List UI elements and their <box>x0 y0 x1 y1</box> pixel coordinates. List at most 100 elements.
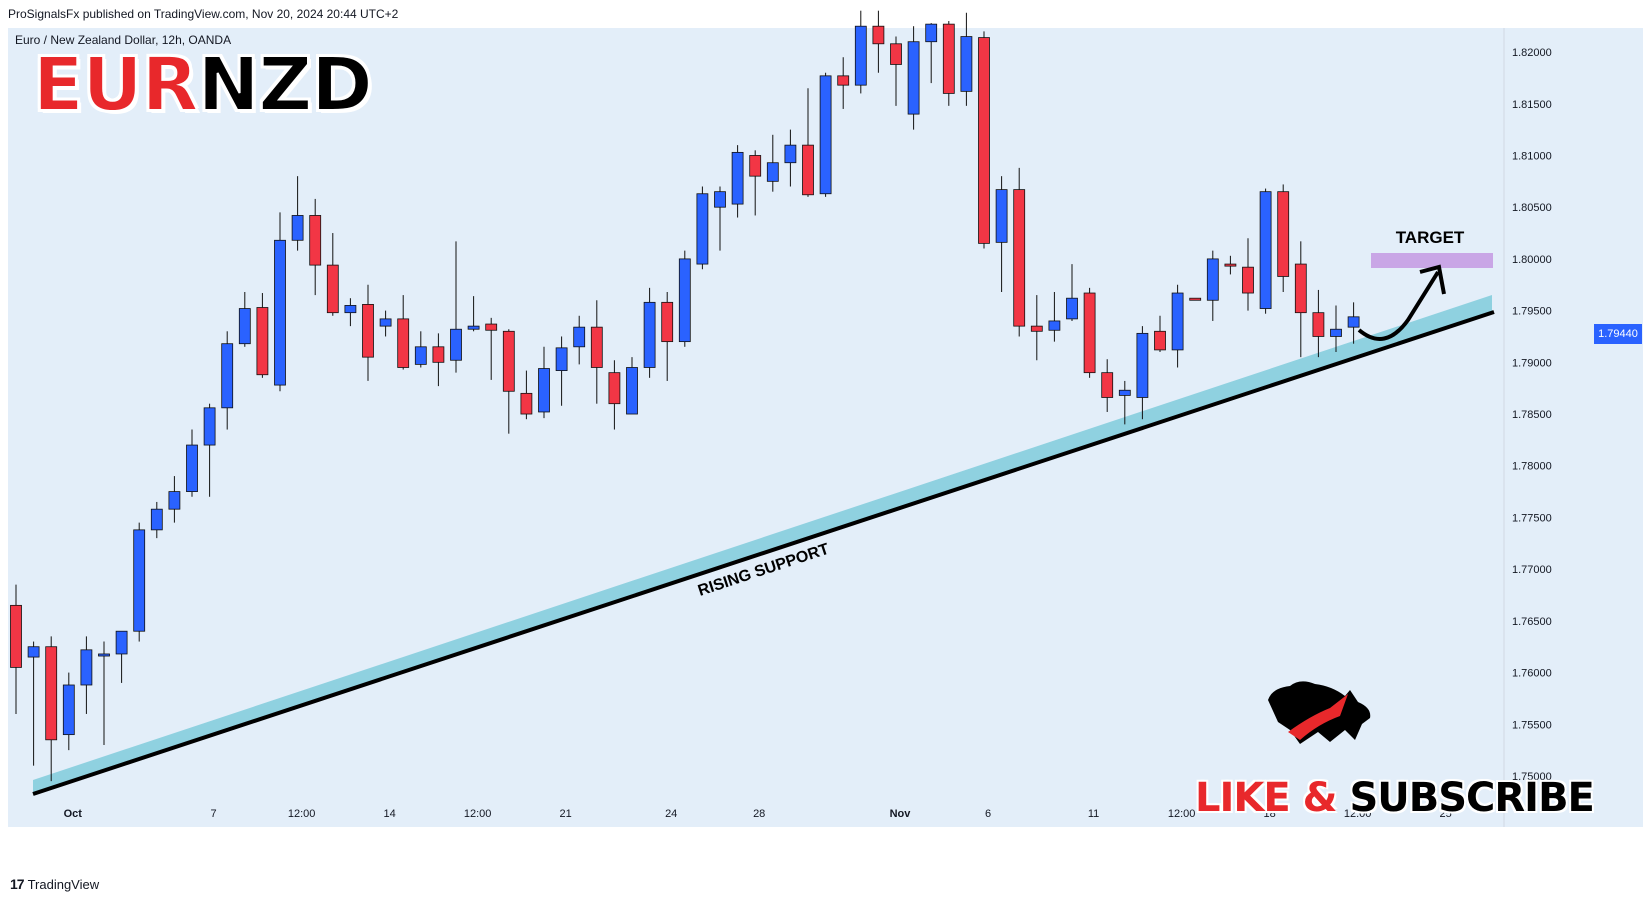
candle-body <box>1171 292 1184 351</box>
candle-body <box>714 191 726 208</box>
candle-body <box>344 305 357 314</box>
symbol-description: Euro / New Zealand Dollar, 12h, OANDA <box>15 33 232 47</box>
candle-58 <box>1030 295 1043 361</box>
candle-72 <box>1277 184 1290 292</box>
candle-body <box>1277 191 1290 277</box>
x-tick-label: 11 <box>1088 808 1099 820</box>
x-tick-label: 24 <box>665 808 677 820</box>
candle-body <box>1330 328 1342 337</box>
candle-10 <box>186 429 198 497</box>
candle-18 <box>326 233 339 316</box>
candle-53 <box>942 21 955 106</box>
candle-30 <box>538 346 550 419</box>
candle-body <box>837 75 850 86</box>
candle-body <box>485 323 498 331</box>
y-tick-label: 1.75000 <box>1512 771 1552 783</box>
candle-body <box>590 326 603 368</box>
candle-48 <box>854 10 867 94</box>
candle-32 <box>573 315 586 365</box>
candle-body <box>1294 263 1307 314</box>
candle-57 <box>1013 167 1026 337</box>
candle-body <box>573 326 586 348</box>
candle-body <box>450 328 462 361</box>
candle-body <box>960 36 973 92</box>
candle-8 <box>150 501 163 539</box>
candle-23 <box>414 331 427 368</box>
candle-51 <box>907 26 920 130</box>
candle-61 <box>1083 287 1096 378</box>
candle-41 <box>731 145 744 218</box>
candle-body <box>1259 191 1272 309</box>
candle-body <box>766 162 779 182</box>
candle-43 <box>766 134 779 192</box>
price-axis[interactable]: 1.75000 1.75500 1.76000 1.76500 1.77000 1.775… <box>1512 47 1552 783</box>
candle-body <box>555 347 568 371</box>
candle-body <box>379 318 392 327</box>
candle-70 <box>1242 238 1254 311</box>
x-tick-label: 7 <box>211 808 217 820</box>
candle-body <box>274 239 286 386</box>
candle-body <box>1154 330 1166 351</box>
candle-body <box>643 301 656 368</box>
tradingview-logo-icon[interactable]: 17 <box>10 876 25 892</box>
candle-15 <box>274 212 286 392</box>
publisher-line: ProSignalsFx published on TradingView.co… <box>8 7 399 21</box>
x-tick-label: Oct <box>64 808 83 820</box>
candle-42 <box>749 150 762 216</box>
y-tick-label: 1.79500 <box>1512 306 1552 318</box>
candle-body <box>1136 332 1149 398</box>
candle-12 <box>221 331 234 430</box>
candle-body <box>731 151 744 205</box>
candle-69 <box>1224 255 1237 275</box>
candle-22 <box>397 295 410 370</box>
brand-name[interactable]: TradingView <box>27 877 100 892</box>
candle-74 <box>1312 289 1325 358</box>
candle-body <box>784 144 797 164</box>
candle-52 <box>925 23 938 84</box>
candle-body <box>238 308 251 345</box>
candle-body <box>1083 292 1096 374</box>
y-tick-label: 1.80000 <box>1512 254 1552 266</box>
candle-body <box>1118 389 1131 396</box>
time-axis[interactable]: Oct 7 12:00 14 12:00 21 24 28 Nov 6 11 12:00 18 12:00… <box>64 808 1452 820</box>
candle-body <box>115 630 128 655</box>
candle-49 <box>872 10 885 73</box>
candle-body <box>133 529 146 632</box>
candle-body <box>608 372 621 405</box>
candles <box>10 10 1360 782</box>
candle-body <box>432 346 445 363</box>
y-tick-label: 1.77000 <box>1512 564 1552 576</box>
candle-45 <box>802 88 814 197</box>
candle-body <box>854 25 867 86</box>
candle-44 <box>784 129 797 187</box>
candle-47 <box>837 57 850 109</box>
x-tick-label: 6 <box>985 808 991 820</box>
last-price-tag: 1.79440 <box>1594 324 1642 344</box>
candle-body <box>696 193 709 265</box>
candle-4 <box>80 636 93 714</box>
like-subscribe-banner[interactable]: LIKE & SUBSCRIBE <box>1195 775 1595 821</box>
candle-3 <box>62 672 75 751</box>
cta-subscribe: SUBSCRIBE <box>1349 775 1594 821</box>
candle-body <box>256 307 269 376</box>
candle-5 <box>98 641 110 745</box>
candle-64 <box>1136 326 1149 420</box>
candle-55 <box>978 31 990 249</box>
candle-16 <box>291 176 304 251</box>
candle-24 <box>432 333 445 387</box>
candle-body <box>221 343 234 409</box>
y-tick-label: 1.78500 <box>1512 409 1552 421</box>
candle-29 <box>520 370 533 420</box>
candle-body <box>414 346 427 365</box>
candle-body <box>1206 258 1219 301</box>
candle-body <box>80 649 93 686</box>
bull-logo <box>1268 681 1371 744</box>
y-tick-label: 1.75500 <box>1512 719 1552 731</box>
candle-67 <box>1189 297 1202 301</box>
candle-1 <box>27 641 40 766</box>
candle-body <box>802 144 814 196</box>
candle-71 <box>1259 188 1272 314</box>
cta-like: LIKE & <box>1195 775 1350 821</box>
candle-2 <box>45 636 58 782</box>
